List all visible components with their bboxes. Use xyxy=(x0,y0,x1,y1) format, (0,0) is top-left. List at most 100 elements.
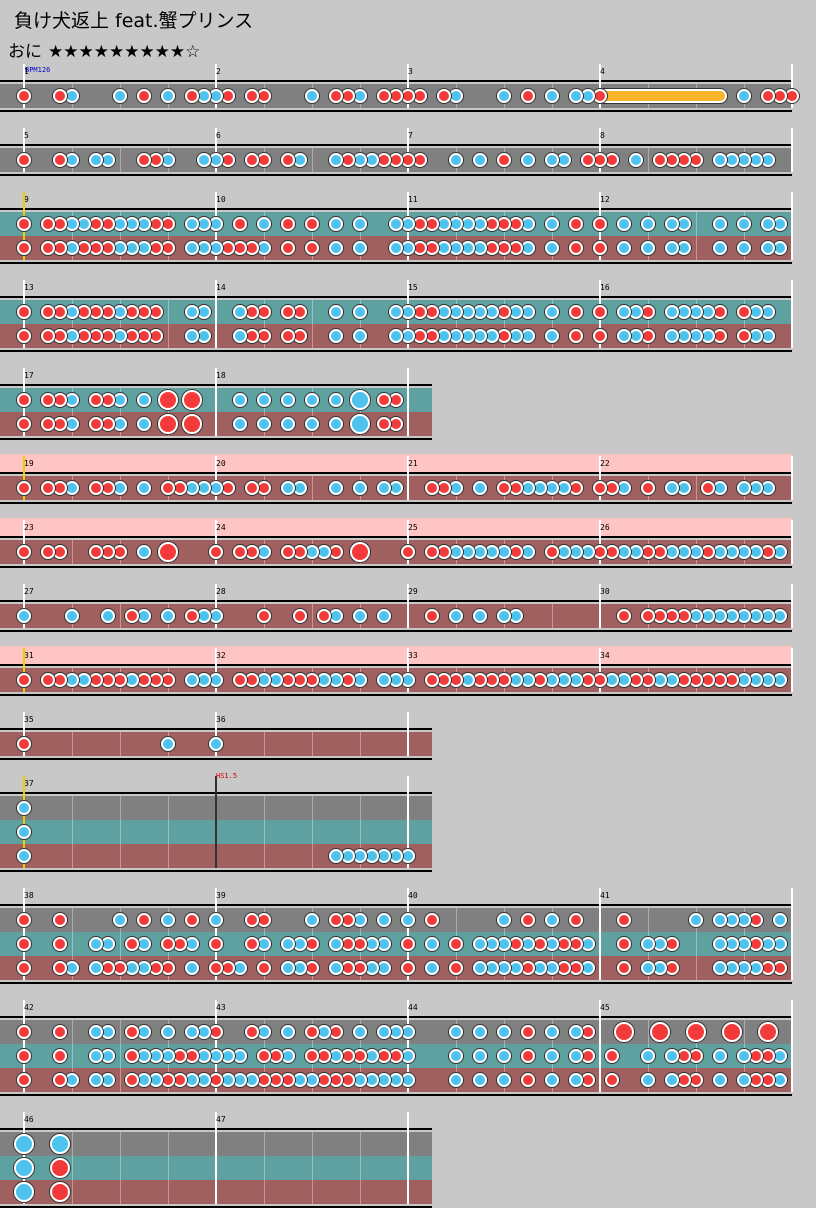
chart-row: 9 10 11 12 xyxy=(0,192,793,264)
ka-note xyxy=(281,1049,295,1063)
don-note xyxy=(737,305,751,319)
don-note xyxy=(173,481,187,495)
don-note xyxy=(245,89,259,103)
don-note xyxy=(125,937,139,951)
beat-line xyxy=(312,388,313,436)
don-note xyxy=(137,89,151,103)
don-note xyxy=(77,241,91,255)
don-note xyxy=(101,329,115,343)
ka-note xyxy=(377,1073,391,1087)
ka-note xyxy=(497,1025,511,1039)
ka-note xyxy=(725,153,739,167)
don-note xyxy=(677,673,691,687)
don-note xyxy=(509,217,523,231)
don-note xyxy=(713,329,727,343)
don-note xyxy=(221,153,235,167)
ka-note xyxy=(125,217,139,231)
measure-line xyxy=(791,128,793,172)
ka-note xyxy=(521,937,535,951)
ka-note xyxy=(545,673,559,687)
don-note xyxy=(125,305,139,319)
don-note xyxy=(53,393,67,407)
ka-note xyxy=(497,937,511,951)
don-note xyxy=(53,305,67,319)
don-note xyxy=(41,393,55,407)
ka-note xyxy=(581,545,595,559)
don-note xyxy=(329,1073,343,1087)
ka-note xyxy=(617,305,631,319)
measure-line xyxy=(599,64,601,108)
ka-note xyxy=(521,329,535,343)
don-note xyxy=(41,417,55,431)
difficulty-stars: ★★★★★★★★★☆ xyxy=(48,42,201,62)
ka-note xyxy=(365,937,379,951)
ka-note xyxy=(521,217,535,231)
ka-note xyxy=(473,545,487,559)
ka-note xyxy=(749,961,763,975)
ka-note xyxy=(377,673,391,687)
beat-line xyxy=(120,732,121,756)
row-bottom-line xyxy=(0,694,792,696)
beat-line xyxy=(120,1020,121,1092)
measure-line xyxy=(599,128,601,172)
measure-number: 19 xyxy=(24,459,34,468)
ka-note xyxy=(449,217,463,231)
ka-note xyxy=(689,545,703,559)
ka-note xyxy=(137,417,151,431)
measure-line xyxy=(215,280,217,348)
row-top-line xyxy=(0,296,792,298)
don-note xyxy=(749,913,763,927)
ka-note xyxy=(389,481,403,495)
ka-note xyxy=(305,89,319,103)
ka-note xyxy=(641,1073,655,1087)
don-note xyxy=(593,545,607,559)
measure-number: 9 xyxy=(24,195,29,204)
ka-note xyxy=(389,1073,403,1087)
ka-note xyxy=(209,913,223,927)
don-note xyxy=(629,673,643,687)
ka-note xyxy=(365,1049,379,1063)
don-note xyxy=(221,961,235,975)
ka-note xyxy=(473,937,487,951)
ka-note xyxy=(617,673,631,687)
ka-note xyxy=(89,153,103,167)
beat-line xyxy=(456,212,457,260)
ka-note xyxy=(773,241,787,255)
don-note xyxy=(89,417,103,431)
big-don-note xyxy=(182,390,202,410)
don-note xyxy=(221,89,235,103)
ka-note xyxy=(137,961,151,975)
measure-number: 22 xyxy=(600,459,610,468)
beat-line xyxy=(120,388,121,436)
ka-note xyxy=(401,913,415,927)
ka-note xyxy=(209,217,223,231)
row-top-line xyxy=(0,472,792,474)
ka-note xyxy=(665,1073,679,1087)
don-note xyxy=(53,1049,67,1063)
don-note xyxy=(245,241,259,255)
don-note xyxy=(509,481,523,495)
beat-line xyxy=(744,212,745,260)
don-note xyxy=(53,913,67,927)
ka-note xyxy=(545,1025,559,1039)
ka-note xyxy=(197,481,211,495)
ka-note xyxy=(653,937,667,951)
measure-number: 4 xyxy=(600,67,605,76)
ka-note xyxy=(473,153,487,167)
measure-number: 6 xyxy=(216,131,221,140)
don-note xyxy=(125,329,139,343)
ka-note xyxy=(281,417,295,431)
measure-line xyxy=(407,128,409,172)
don-note xyxy=(593,89,607,103)
beat-line xyxy=(168,1132,169,1204)
ka-note xyxy=(653,961,667,975)
don-note xyxy=(233,241,247,255)
beat-line xyxy=(120,908,121,980)
don-note xyxy=(245,305,259,319)
measure-line xyxy=(215,1000,217,1092)
ka-note xyxy=(737,609,751,623)
ka-note xyxy=(773,1073,787,1087)
don-note xyxy=(173,1073,187,1087)
don-note xyxy=(257,1049,271,1063)
don-note xyxy=(305,241,319,255)
